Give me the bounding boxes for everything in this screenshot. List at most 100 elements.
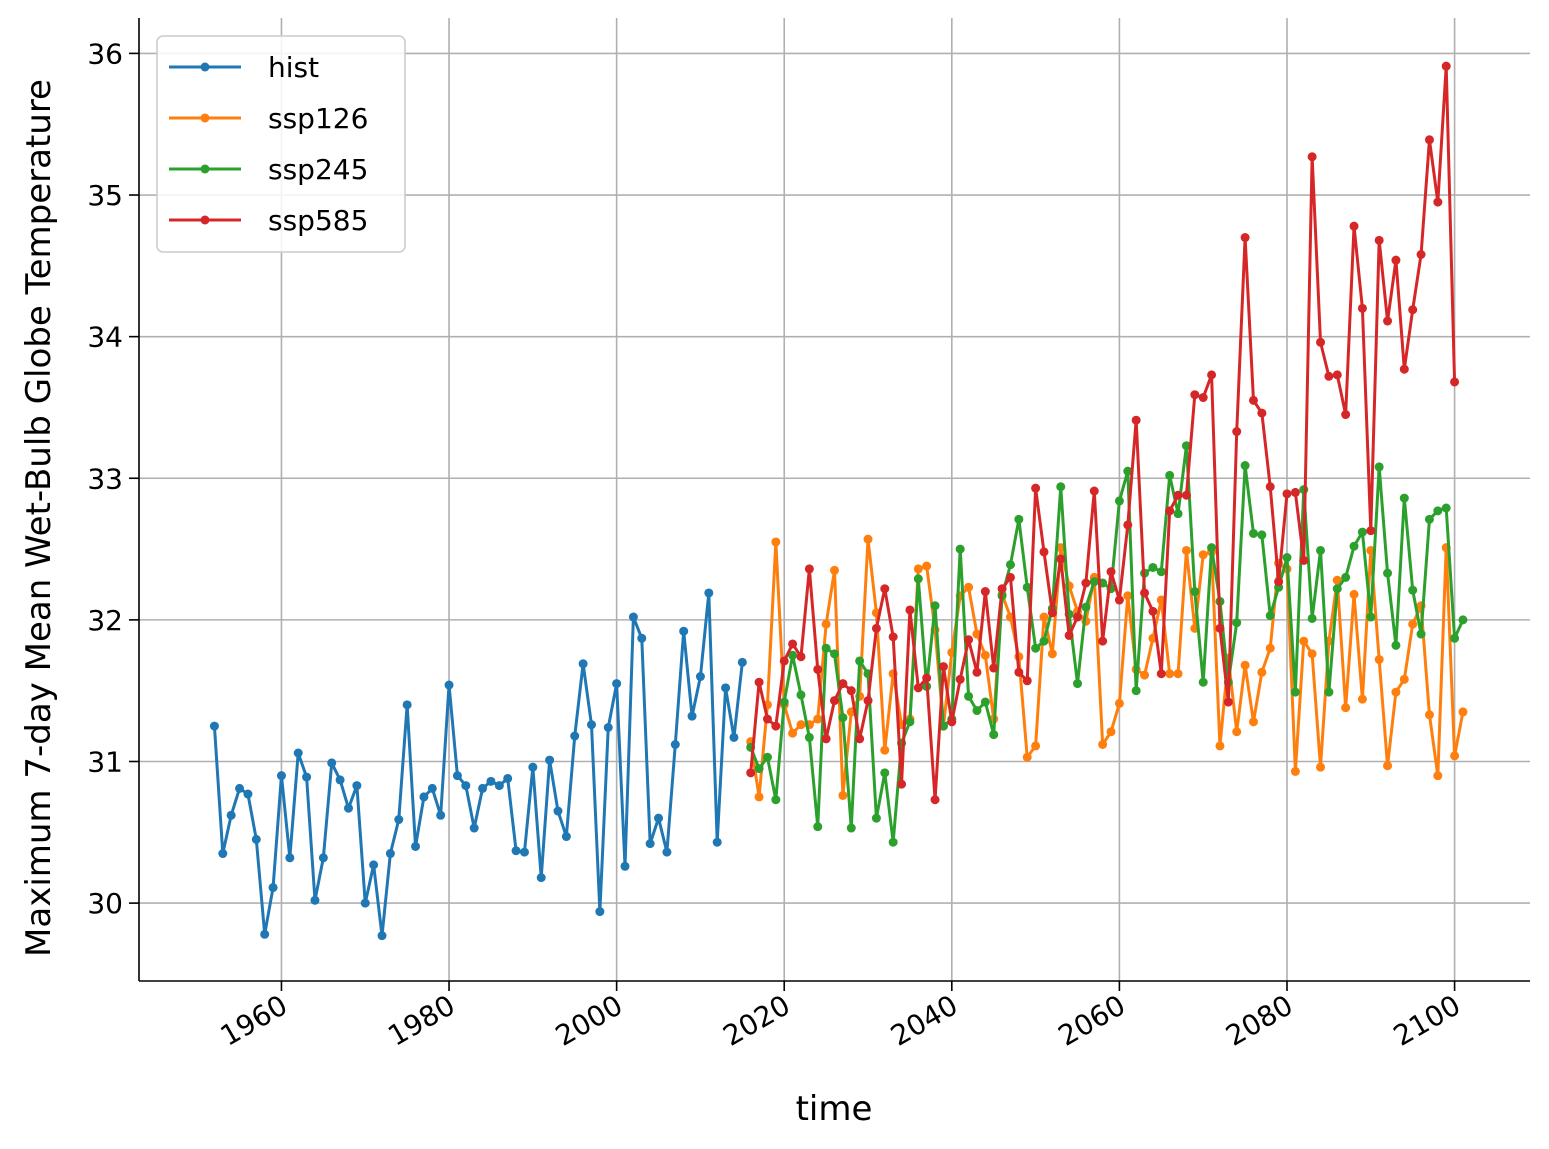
data-point <box>637 633 647 643</box>
data-point <box>1173 669 1183 679</box>
data-point <box>838 713 848 723</box>
data-point <box>528 762 538 772</box>
data-point <box>980 650 990 660</box>
data-point <box>1114 595 1124 605</box>
data-point <box>243 789 253 799</box>
data-point <box>1332 575 1342 585</box>
data-point <box>1156 669 1166 679</box>
data-point <box>762 752 772 762</box>
data-point <box>662 847 672 857</box>
data-point <box>486 776 496 786</box>
data-point <box>1089 486 1099 496</box>
data-point <box>1014 667 1024 677</box>
legend-swatch-marker <box>200 113 210 123</box>
data-point <box>905 605 915 615</box>
data-point <box>737 657 747 667</box>
data-point <box>586 720 596 730</box>
data-point <box>855 656 865 666</box>
data-point <box>645 839 655 849</box>
data-point <box>536 873 546 883</box>
data-point <box>352 781 362 791</box>
data-point <box>603 723 613 732</box>
data-point <box>1022 582 1032 592</box>
data-point <box>888 837 898 847</box>
data-point <box>1148 562 1158 572</box>
legend: hist ssp126 ssp245 ssp585 <box>156 35 406 253</box>
legend-label: ssp245 <box>268 153 368 186</box>
data-point <box>1190 390 1200 400</box>
data-point <box>1106 567 1116 577</box>
data-point <box>1282 553 1292 563</box>
x-axis-label: time <box>796 1089 873 1129</box>
data-point <box>1047 649 1057 659</box>
data-point <box>469 823 479 833</box>
y-tick-label: 35 <box>87 179 123 212</box>
data-point <box>880 745 890 755</box>
data-point <box>771 721 781 731</box>
data-point <box>385 849 395 859</box>
data-point <box>788 728 798 738</box>
data-point <box>1098 740 1108 749</box>
data-point <box>930 601 940 611</box>
data-point <box>830 565 839 575</box>
data-point <box>771 537 781 547</box>
data-point <box>1433 771 1443 781</box>
data-point <box>578 659 588 669</box>
data-point <box>804 732 814 742</box>
data-point <box>846 823 856 833</box>
data-point <box>964 691 974 701</box>
data-point <box>695 672 705 682</box>
data-point <box>1123 591 1133 601</box>
data-point <box>788 639 798 649</box>
data-point <box>1114 496 1124 506</box>
data-point <box>1316 545 1326 555</box>
data-point <box>1307 613 1317 623</box>
data-point <box>436 810 446 820</box>
data-point <box>1408 585 1418 595</box>
data-point <box>838 679 848 689</box>
legend-swatch-marker <box>200 215 210 225</box>
data-point <box>511 846 521 856</box>
data-point <box>1098 636 1108 646</box>
data-point <box>972 667 982 677</box>
y-axis-label: Maximum 7-day Mean Wet-Bulb Globe Temper… <box>19 79 59 957</box>
y-tick-label: 36 <box>87 37 123 70</box>
data-point <box>1064 630 1074 640</box>
data-point <box>771 795 781 805</box>
data-point <box>888 632 898 642</box>
data-point <box>1341 572 1351 582</box>
data-point <box>1156 567 1166 577</box>
data-point <box>1207 370 1217 380</box>
data-point <box>1341 703 1351 713</box>
data-point <box>905 717 915 727</box>
data-point <box>1341 410 1351 420</box>
data-point <box>1332 370 1342 380</box>
data-point <box>821 734 831 744</box>
data-point <box>922 561 932 571</box>
data-point <box>1299 555 1309 565</box>
data-point <box>1198 393 1208 403</box>
data-point <box>1357 694 1367 704</box>
data-point <box>1123 520 1133 530</box>
data-point <box>360 898 370 908</box>
data-point <box>1391 640 1401 650</box>
data-point <box>1181 441 1191 451</box>
series-ssp585 <box>746 61 1460 805</box>
data-point <box>1190 587 1200 597</box>
data-point <box>251 834 261 844</box>
data-point <box>762 714 772 724</box>
data-point <box>1458 707 1468 717</box>
data-point <box>1047 608 1057 618</box>
data-point <box>1056 554 1066 564</box>
data-point <box>570 731 580 741</box>
data-point <box>813 714 823 724</box>
data-point <box>1366 612 1376 622</box>
data-point <box>1357 527 1367 537</box>
data-point <box>1207 543 1217 553</box>
data-point <box>754 792 764 802</box>
data-point <box>218 849 228 859</box>
data-point <box>1399 493 1409 503</box>
data-point <box>813 664 823 674</box>
data-point <box>1424 710 1434 720</box>
